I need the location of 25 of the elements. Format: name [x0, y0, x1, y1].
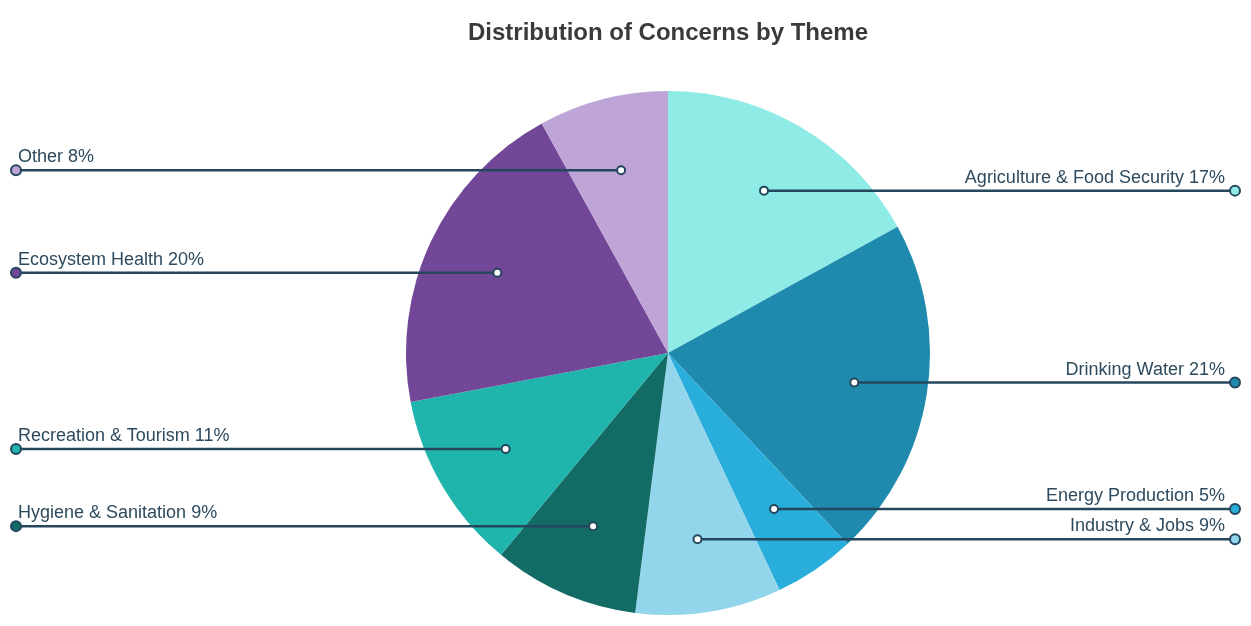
slice-label: Drinking Water: [1065, 358, 1184, 379]
pie-slice: [410, 353, 668, 555]
data-label: 5%: [1198, 485, 1225, 506]
slice-label: Hygiene & Sanitation: [18, 502, 187, 523]
pie-slice: [668, 226, 930, 544]
data-label: 11%: [194, 425, 230, 446]
slice-label: Ecosystem Health: [18, 248, 164, 269]
slice-label: Recreation & Tourism: [18, 425, 190, 446]
slice-label: Industry & Jobs: [1069, 515, 1194, 536]
slice-label: Agriculture & Food Security: [964, 166, 1184, 187]
slice-label: Energy Production: [1045, 485, 1194, 506]
pie-slice: [406, 123, 668, 403]
data-label: 9%: [1198, 515, 1225, 536]
pie-slice: [501, 353, 668, 613]
data-label: 9%: [191, 502, 218, 523]
data-label: 21%: [1188, 358, 1225, 379]
pie-slice: [668, 91, 898, 353]
slice-label: Other: [18, 146, 64, 167]
data-label: 20%: [168, 248, 205, 269]
pie-slice: [635, 353, 780, 615]
pie-slice: [541, 91, 668, 353]
chart-title: Distribution of Concerns by Theme: [467, 18, 869, 45]
data-label: 17%: [1188, 166, 1225, 187]
pie-slice: [668, 353, 848, 591]
data-label: 8%: [68, 146, 95, 167]
